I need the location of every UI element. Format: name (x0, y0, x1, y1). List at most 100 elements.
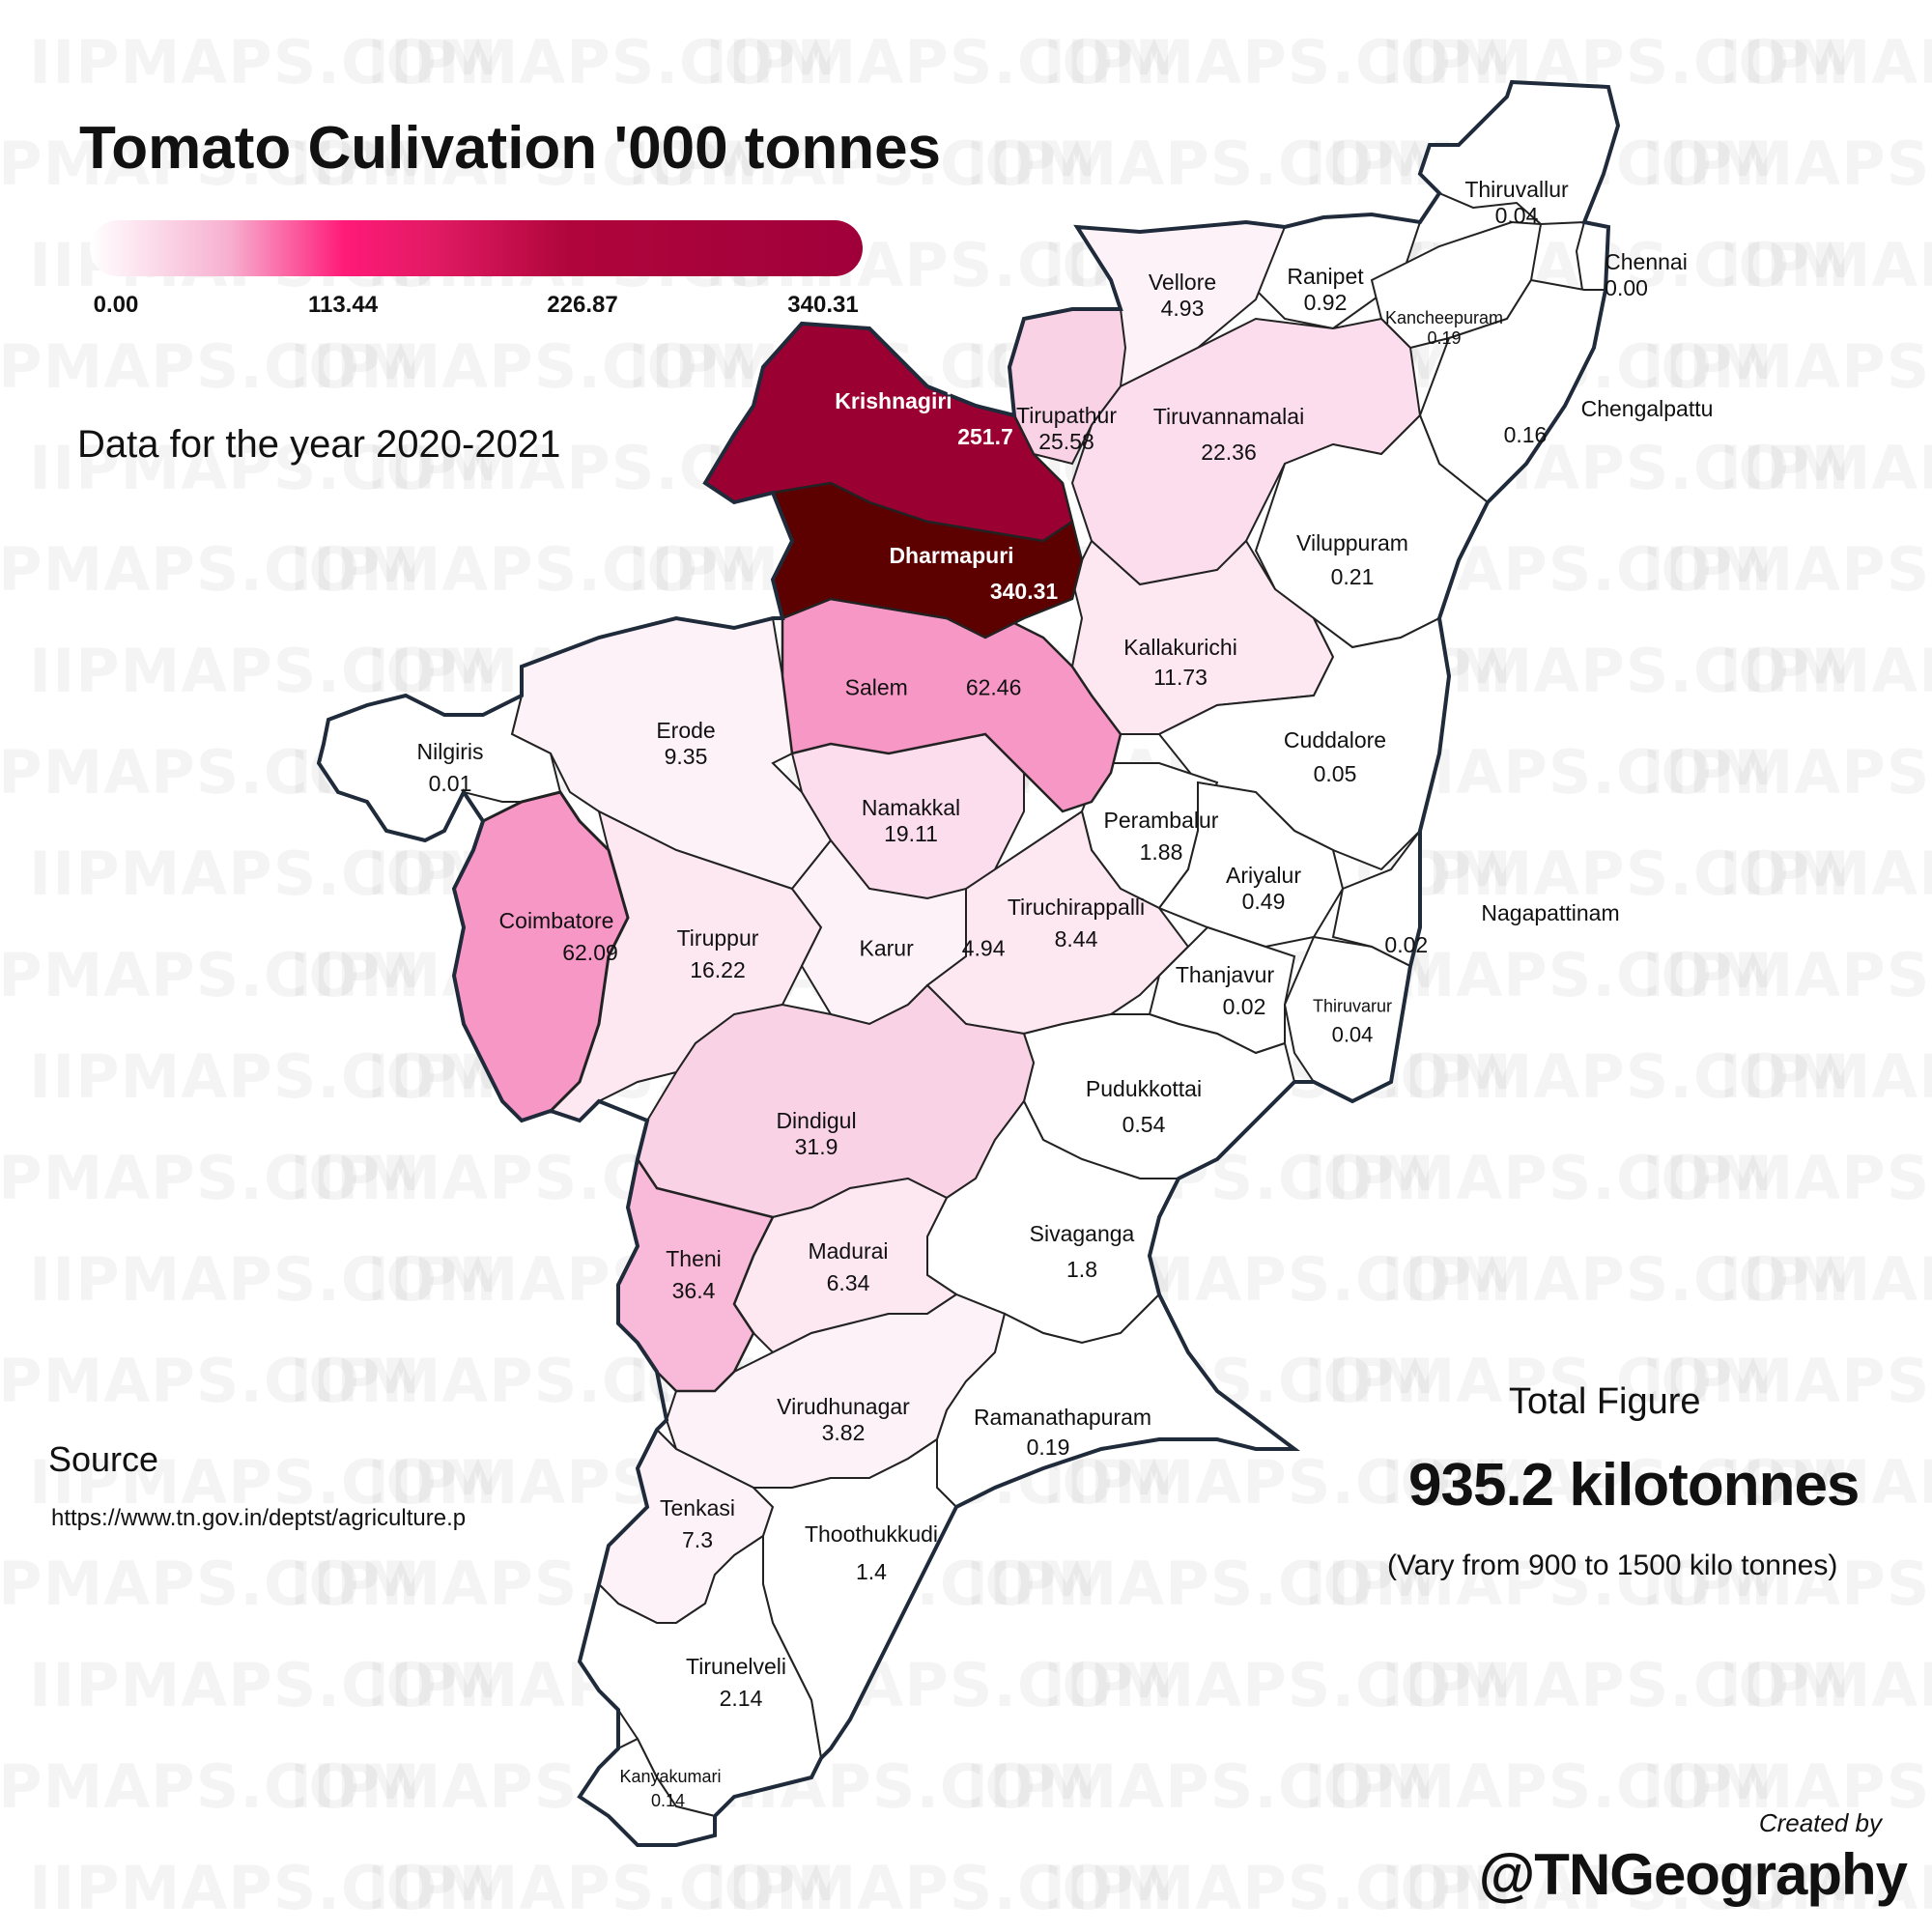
data-year: Data for the year 2020-2021 (77, 423, 561, 466)
total-value: 935.2 kilotonnes (1408, 1452, 1860, 1519)
watermark-text: IIPMAPS.COM (1719, 838, 1932, 909)
watermark-text: IIPMAPS.COM (0, 331, 421, 402)
watermark-text: IIPMAPS.COM (1642, 128, 1932, 199)
watermark-text: IIPMAPS.COM (1642, 534, 1932, 605)
legend-tick-min: 0.00 (93, 292, 139, 318)
district-label-madurai: Madurai 6.34 (808, 1238, 889, 1295)
district-label-theni: Theni 36.4 (666, 1246, 722, 1303)
district-label-kancheepuram: Kancheepuram 0.19 (1384, 308, 1504, 348)
watermark-text: IIPMAPS.COM (0, 1751, 421, 1822)
district-label-ranipet: Ranipet 0.92 (1287, 264, 1364, 315)
watermark-text: IIPMAPS.COM (1381, 1447, 1851, 1518)
watermark-text: IIPMAPS.COM (1381, 27, 1851, 98)
district-label-tirunelveli: Tirunelveli 2.14 (686, 1654, 786, 1711)
district-region-ariyalur (1157, 781, 1345, 949)
watermark-text: IIPMAPS.COM (1642, 1548, 1932, 1619)
credit-handle: @TNGeography (1478, 1842, 1908, 1907)
district-region-chennai (1575, 220, 1610, 291)
district-label-viluppuram: Viluppuram 0.21 (1296, 530, 1408, 589)
district-label-virudhunagar: Virudhunagar 3.82 (777, 1394, 910, 1445)
credit-label: Created by (1758, 1808, 1882, 1837)
watermark-text: IIPMAPS.COM (29, 1650, 498, 1720)
page-title: Tomato Culivation '000 tonnes (79, 115, 942, 182)
watermark-text: IIPMAPS.COM (29, 636, 498, 706)
watermark-text: IIPMAPS.COM (1043, 1853, 1513, 1923)
watermark-text: IIPMAPS.COM (290, 128, 759, 199)
district-label-nagapattinam: Nagapattinam 0.02 (1384, 900, 1620, 957)
watermark-text: IIPMAPS.COM (290, 331, 759, 402)
watermark-text: IIPMAPS.COM (1642, 737, 1932, 808)
watermark-text: IIPMAPS.COM (1719, 1244, 1932, 1315)
watermark-text: IIPMAPS.COM (1304, 1751, 1774, 1822)
district-label-dharmapuri: Dharmapuri 340.31 (889, 543, 1059, 604)
district-label-namakkal: Namakkal 19.11 (861, 795, 961, 846)
district-label-karur: Karur 4.94 (859, 935, 1006, 961)
district-label-ramanathapuram: Ramanathapuram 0.19 (973, 1405, 1152, 1460)
district-label-nilgiris: Nilgiris 0.01 (416, 739, 484, 796)
total-heading: Total Figure (1509, 1381, 1701, 1422)
district-label-chengalpattu: Chengalpattu 0.16 (1503, 396, 1714, 447)
watermark-text: IIPMAPS.COM (1719, 433, 1932, 503)
watermark-text: IIPMAPS.COM (1304, 1346, 1774, 1416)
watermark-text: IIPMAPS.COM (1043, 27, 1513, 98)
district-label-krishnagiri: Krishnagiri 251.7 (835, 388, 1013, 449)
watermark-text: IIPMAPS.COM (1719, 1650, 1932, 1720)
watermark-text: IIPMAPS.COM (29, 433, 498, 503)
district-label-tiruchirappalli: Tiruchirappalli 8.44 (1007, 895, 1146, 952)
district-label-chennai: Chennai 0.00 (1605, 249, 1688, 300)
watermark-text: IIPMAPS.COM (29, 1041, 498, 1112)
district-label-tirupathur: Tirupathur 25.58 (1016, 403, 1117, 454)
district-label-kallakurichi: Kallakurichi 11.73 (1123, 635, 1237, 690)
watermark-text: IIPMAPS.COM (1381, 1041, 1851, 1112)
watermark-text: IIPMAPS.COM (1304, 1548, 1774, 1619)
watermark-text: IIPMAPS.COM (628, 128, 1097, 199)
district-label-coimbatore: Coimbatore 62.09 (498, 908, 618, 965)
watermark-text: IIPMAPS.COM (290, 534, 759, 605)
watermark-text: IIPMAPS.COM (367, 1853, 837, 1923)
watermark-text: IIPMAPS.COM (29, 1244, 498, 1315)
watermark-text: IIPMAPS.COM (966, 1751, 1435, 1822)
watermark-text: IIPMAPS.COM (1304, 1143, 1774, 1213)
watermark-text: IIPMAPS.COM (1381, 1853, 1851, 1923)
watermark-text: IIPMAPS.COM (1381, 1650, 1851, 1720)
watermark-text: IIPMAPS.COM (1719, 27, 1932, 98)
watermark-text: IIPMAPS.COM (705, 1853, 1175, 1923)
legend-tick-max: 340.31 (787, 292, 859, 318)
legend-tick-2: 226.87 (547, 292, 618, 318)
watermark-text: IIPMAPS.COM (29, 1853, 498, 1923)
watermark-text: IIPMAPS.COM (1381, 636, 1851, 706)
watermark-text: IIPMAPS.COM (1642, 1346, 1932, 1416)
legend-tick-1: 113.44 (307, 292, 379, 318)
watermark-text: IIPMAPS.COM (1381, 1244, 1851, 1315)
district-label-sivaganga: Sivaganga 1.8 (1029, 1221, 1135, 1282)
watermark-text: IIPMAPS.COM (1642, 1751, 1932, 1822)
legend-color-scale (90, 220, 863, 276)
watermark-text: IIPMAPS.COM (705, 27, 1175, 98)
watermark-text: IIPMAPS.COM (1719, 1041, 1932, 1112)
watermark-text: IIPMAPS.COM (367, 27, 837, 98)
district-label-erode: Erode 9.35 (656, 718, 716, 769)
district-label-perambalur: Perambalur 1.88 (1103, 808, 1219, 865)
district-label-vellore: Vellore 4.93 (1148, 270, 1217, 321)
district-label-tiruvannamalai: Tiruvannamalai 22.36 (1152, 404, 1305, 465)
watermark-text: IIPMAPS.COM (966, 128, 1435, 199)
watermark-text: IIPMAPS.COM (0, 128, 421, 199)
watermark-text: IIPMAPS.COM (0, 1346, 421, 1416)
watermark-text: IIPMAPS.COM (1642, 940, 1932, 1010)
district-label-cuddalore: Cuddalore 0.05 (1283, 727, 1387, 786)
watermark-text: IIPMAPS.COM (1719, 636, 1932, 706)
district-label-thiruvarur: Thiruvarur 0.04 (1312, 996, 1393, 1047)
source-url: https://www.tn.gov.in/deptst/agriculture… (51, 1505, 467, 1531)
district-label-kanyakumari: Kanyakumari 0.14 (619, 1767, 722, 1810)
watermark-text: IIPMAPS.COM (1043, 1650, 1513, 1720)
district-label-salem: Salem 62.46 (844, 674, 1022, 700)
district-label-ariyalur: Ariyalur 0.49 (1226, 863, 1301, 914)
watermark-text: IIPMAPS.COM (0, 940, 421, 1010)
watermark-text: IIPMAPS.COM (966, 1548, 1435, 1619)
watermark-text: IIPMAPS.COM (29, 27, 498, 98)
district-label-thiruvallur: Thiruvallur 0.04 (1464, 177, 1569, 228)
watermark-text: IIPMAPS.COM (0, 534, 421, 605)
watermark-text: IIPMAPS.COM (1719, 1447, 1932, 1518)
